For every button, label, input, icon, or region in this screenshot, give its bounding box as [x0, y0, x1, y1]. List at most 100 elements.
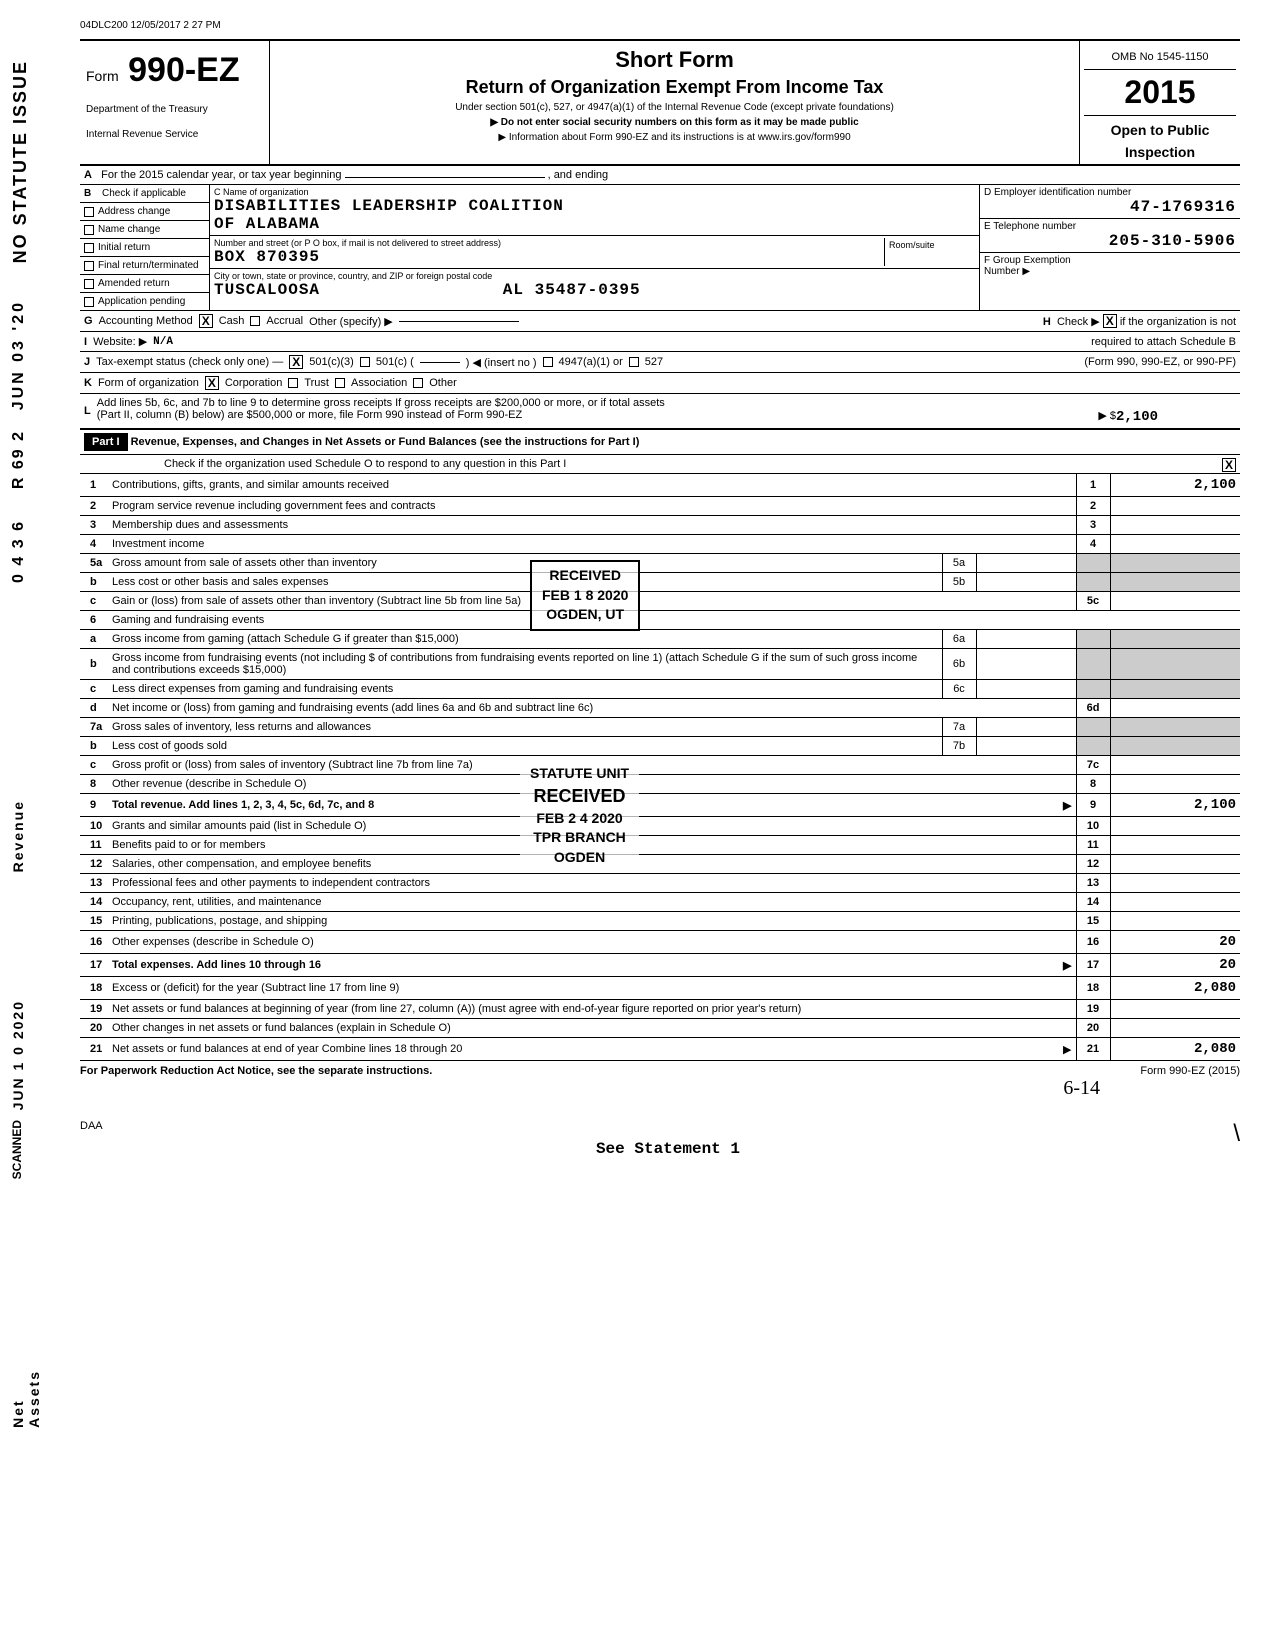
table-row: 11Benefits paid to or for members11: [80, 836, 1240, 855]
line-i: I Website: ▶ N/A required to attach Sche…: [80, 332, 1240, 352]
see-statement: See Statement 1: [596, 1140, 740, 1158]
line-number: 14: [80, 893, 108, 912]
line-number: a: [80, 630, 108, 649]
line-description: Contributions, gifts, grants, and simila…: [108, 474, 1076, 497]
org-zip: AL 35487-0395: [503, 281, 641, 299]
phone-value: 205-310-5906: [984, 232, 1236, 250]
line-amount: [1110, 535, 1240, 554]
subtitle-section: Under section 501(c), 527, or 4947(a)(1)…: [280, 102, 1069, 113]
line-amount: [1110, 699, 1240, 718]
vertical-numbers: 0 4 3 6: [10, 520, 28, 583]
org-city: TUSCALOOSA: [214, 281, 320, 299]
checkbox-schedule-b[interactable]: X: [1103, 314, 1117, 328]
box-number: 9: [1076, 794, 1110, 817]
checkbox-other-org[interactable]: [413, 378, 423, 388]
checkbox-501c3[interactable]: X: [289, 355, 303, 369]
line-description: Less cost or other basis and sales expen…: [108, 573, 942, 592]
info-block: B Check if applicable Address change Nam…: [80, 185, 1240, 311]
checkbox-accrual[interactable]: [250, 316, 260, 326]
line-description: Occupancy, rent, utilities, and maintena…: [108, 893, 1076, 912]
checkbox-amended[interactable]: Amended return: [80, 275, 209, 293]
box-number: 18: [1076, 977, 1110, 1000]
checkbox-address-change[interactable]: Address change: [80, 203, 209, 221]
checkbox-name-change[interactable]: Name change: [80, 221, 209, 239]
table-row: 7aGross sales of inventory, less returns…: [80, 718, 1240, 737]
table-row: 1Contributions, gifts, grants, and simil…: [80, 474, 1240, 497]
title-return: Return of Organization Exempt From Incom…: [280, 77, 1069, 98]
table-row: 21Net assets or fund balances at end of …: [80, 1038, 1240, 1061]
line-description: Total expenses. Add lines 10 through 16 …: [108, 954, 1076, 977]
checkbox-initial-return[interactable]: Initial return: [80, 239, 209, 257]
treasury-dept: Department of the Treasury: [86, 104, 263, 115]
line-number: b: [80, 649, 108, 680]
subtitle-info: ▶ Information about Form 990-EZ and its …: [280, 132, 1069, 143]
room-suite: Room/suite: [885, 238, 975, 266]
handwritten-note: 6-14: [80, 1077, 1240, 1100]
box-number: 17: [1076, 954, 1110, 977]
line-number: b: [80, 573, 108, 592]
table-row: 3Membership dues and assessments3: [80, 516, 1240, 535]
line-number: c: [80, 680, 108, 699]
line-amount: 2,100: [1110, 474, 1240, 497]
sub-line-number: 7b: [942, 737, 976, 756]
omb-number: OMB No 1545-1150: [1084, 45, 1236, 70]
table-row: 15Printing, publications, postage, and s…: [80, 912, 1240, 931]
form-meta-block: OMB No 1545-1150 2015 Open to Public Ins…: [1080, 41, 1240, 164]
gray-cell: [1076, 649, 1110, 680]
checkbox-trust[interactable]: [288, 378, 298, 388]
checkbox-4947[interactable]: [543, 357, 553, 367]
vertical-statute: NO STATUTE ISSUE: [10, 60, 31, 263]
line-description: Other changes in net assets or fund bala…: [108, 1019, 1076, 1038]
part1-badge: Part I: [84, 433, 128, 451]
checkbox-corporation[interactable]: X: [205, 376, 219, 390]
box-number: 20: [1076, 1019, 1110, 1038]
line-number: 15: [80, 912, 108, 931]
checkbox-final-return[interactable]: Final return/terminated: [80, 257, 209, 275]
line-description: Membership dues and assessments: [108, 516, 1076, 535]
line-amount: 20: [1110, 954, 1240, 977]
checkbox-app-pending[interactable]: Application pending: [80, 293, 209, 310]
line-description: Less direct expenses from gaming and fun…: [108, 680, 942, 699]
form-number-block: Form 990-EZ Department of the Treasury I…: [80, 41, 270, 164]
box-number: 21: [1076, 1038, 1110, 1061]
vertical-scanned: SCANNED: [10, 1120, 24, 1179]
table-row: bLess cost of goods sold7b: [80, 737, 1240, 756]
gray-cell: [1110, 630, 1240, 649]
checkbox-association[interactable]: [335, 378, 345, 388]
vertical-revenue: Revenue: [10, 800, 26, 872]
line-amount: [1110, 817, 1240, 836]
box-number: 6d: [1076, 699, 1110, 718]
line-number: 9: [80, 794, 108, 817]
line-number: 7a: [80, 718, 108, 737]
sub-line-amount: [976, 718, 1076, 737]
checkbox-527[interactable]: [629, 357, 639, 367]
table-row: aGross income from gaming (attach Schedu…: [80, 630, 1240, 649]
line-j: J Tax-exempt status (check only one) — X…: [80, 352, 1240, 373]
received-stamp: RECEIVED FEB 1 8 2020 OGDEN, UT: [530, 560, 640, 631]
gross-receipts-amount: 2,100: [1116, 409, 1236, 425]
daa-label: DAA: [80, 1120, 103, 1158]
line-description: Gross amount from sale of assets other t…: [108, 554, 942, 573]
part1-check-row: Check if the organization used Schedule …: [80, 455, 1240, 474]
line-amount: [1110, 893, 1240, 912]
checkbox-501c[interactable]: [360, 357, 370, 367]
subtitle-ssn: ▶ Do not enter social security numbers o…: [280, 117, 1069, 128]
financial-table: 1Contributions, gifts, grants, and simil…: [80, 474, 1240, 1061]
line-description: Gaming and fundraising events: [108, 611, 1240, 630]
table-row: bGross income from fundraising events (n…: [80, 649, 1240, 680]
sub-line-amount: [976, 630, 1076, 649]
checkbox-cash[interactable]: X: [199, 314, 213, 328]
sub-line-number: 6a: [942, 630, 976, 649]
line-number: 1: [80, 474, 108, 497]
line-amount: 20: [1110, 931, 1240, 954]
line-number: 16: [80, 931, 108, 954]
table-row: 12Salaries, other compensation, and empl…: [80, 855, 1240, 874]
line-number: 11: [80, 836, 108, 855]
page-timestamp: 04DLC200 12/05/2017 2 27 PM: [80, 20, 1240, 31]
checkbox-schedule-o[interactable]: X: [1222, 458, 1236, 472]
line-number: 19: [80, 1000, 108, 1019]
line-number: 18: [80, 977, 108, 1000]
title-short-form: Short Form: [280, 47, 1069, 73]
sub-line-number: 7a: [942, 718, 976, 737]
line-number: 21: [80, 1038, 108, 1061]
